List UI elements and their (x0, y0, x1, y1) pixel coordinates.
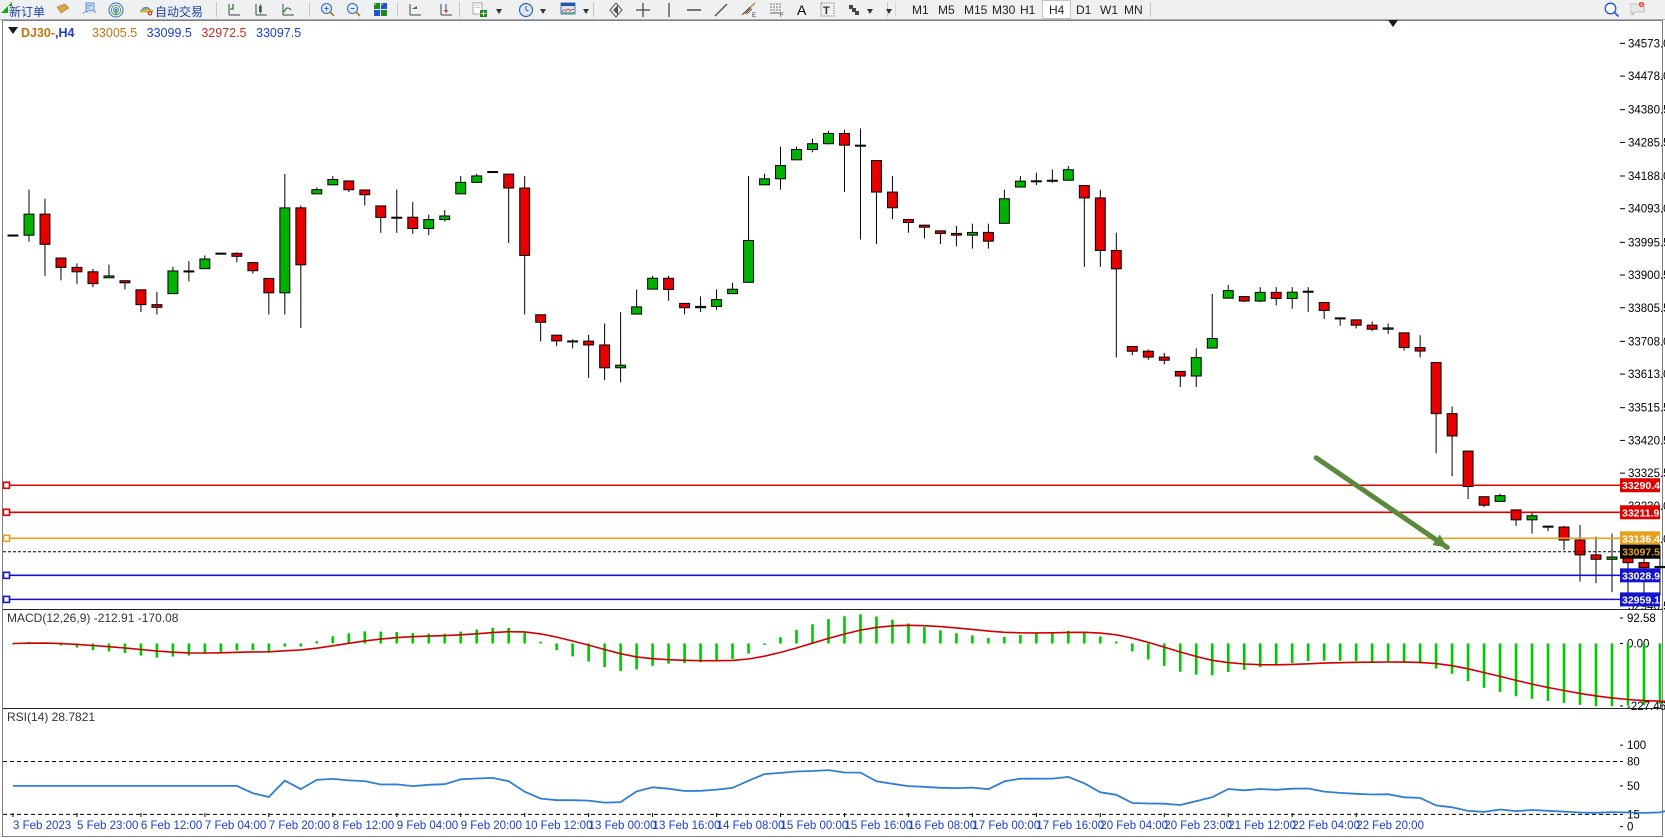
svg-text:MACD(12,26,9) -212.91 -170.08: MACD(12,26,9) -212.91 -170.08 (7, 611, 179, 625)
svg-text:8 Feb 12:00: 8 Feb 12:00 (333, 820, 394, 832)
svg-text:33900.5: 33900.5 (1628, 270, 1665, 282)
svg-text:50: 50 (1627, 781, 1640, 793)
svg-text:80: 80 (1627, 756, 1640, 768)
svg-text:6 Feb 12:00: 6 Feb 12:00 (141, 820, 202, 832)
svg-text:33136.4: 33136.4 (1622, 533, 1660, 545)
svg-text:0.00: 0.00 (1627, 638, 1649, 650)
svg-text:E: E (752, 13, 756, 18)
svg-text:32959.1: 32959.1 (1622, 594, 1660, 606)
svg-text:F: F (780, 13, 784, 18)
svg-text:10 Feb 12:00: 10 Feb 12:00 (525, 820, 593, 832)
svg-text:33420.5: 33420.5 (1628, 435, 1665, 447)
svg-text:7 Feb 04:00: 7 Feb 04:00 (205, 820, 266, 832)
svg-text:20 Feb 23:00: 20 Feb 23:00 (1164, 820, 1232, 832)
svg-text:33613.0: 33613.0 (1628, 369, 1665, 381)
svg-text:33805.5: 33805.5 (1628, 303, 1665, 315)
svg-text:3 Feb 2023: 3 Feb 2023 (13, 820, 71, 832)
svg-text:33097.5: 33097.5 (1622, 547, 1660, 559)
svg-text:14 Feb 08:00: 14 Feb 08:00 (717, 820, 785, 832)
svg-text:5 Feb 23:00: 5 Feb 23:00 (77, 820, 138, 832)
svg-text:T: T (823, 5, 830, 17)
svg-text:34188.0: 34188.0 (1628, 171, 1665, 183)
svg-text:33028.9: 33028.9 (1622, 570, 1660, 582)
svg-text:21 Feb 12:00: 21 Feb 12:00 (1228, 820, 1296, 832)
svg-text:34093.0: 34093.0 (1628, 204, 1665, 216)
svg-text:15 Feb 00:00: 15 Feb 00:00 (781, 820, 849, 832)
svg-text:34478.0: 34478.0 (1628, 71, 1665, 83)
svg-text:33515.5: 33515.5 (1628, 403, 1665, 415)
svg-text:9 Feb 04:00: 9 Feb 04:00 (397, 820, 458, 832)
svg-text:33995.5: 33995.5 (1628, 237, 1665, 249)
svg-text:7 Feb 20:00: 7 Feb 20:00 (269, 820, 330, 832)
svg-text:34573.0: 34573.0 (1628, 38, 1665, 50)
svg-text:33211.9: 33211.9 (1622, 507, 1660, 519)
svg-text:17 Feb 00:00: 17 Feb 00:00 (972, 820, 1040, 832)
svg-text:17 Feb 16:00: 17 Feb 16:00 (1036, 820, 1104, 832)
svg-text:92.58: 92.58 (1627, 613, 1656, 625)
svg-text:RSI(14) 28.7821: RSI(14) 28.7821 (7, 710, 95, 724)
svg-text:22 Feb 20:00: 22 Feb 20:00 (1356, 820, 1424, 832)
svg-text:13 Feb 00:00: 13 Feb 00:00 (589, 820, 657, 832)
svg-text:34285.5: 34285.5 (1628, 137, 1665, 149)
svg-text:22 Feb 04:00: 22 Feb 04:00 (1292, 820, 1360, 832)
svg-text:33708.0: 33708.0 (1628, 336, 1665, 348)
svg-text:33290.4: 33290.4 (1622, 480, 1660, 492)
svg-text:9 Feb 20:00: 9 Feb 20:00 (461, 820, 522, 832)
svg-text:20 Feb 04:00: 20 Feb 04:00 (1100, 820, 1168, 832)
svg-text:15 Feb 16:00: 15 Feb 16:00 (845, 820, 913, 832)
svg-text:16 Feb 08:00: 16 Feb 08:00 (908, 820, 976, 832)
svg-text:13 Feb 16:00: 13 Feb 16:00 (653, 820, 721, 832)
svg-text:100: 100 (1627, 740, 1646, 752)
svg-text:34380.5: 34380.5 (1628, 105, 1665, 117)
